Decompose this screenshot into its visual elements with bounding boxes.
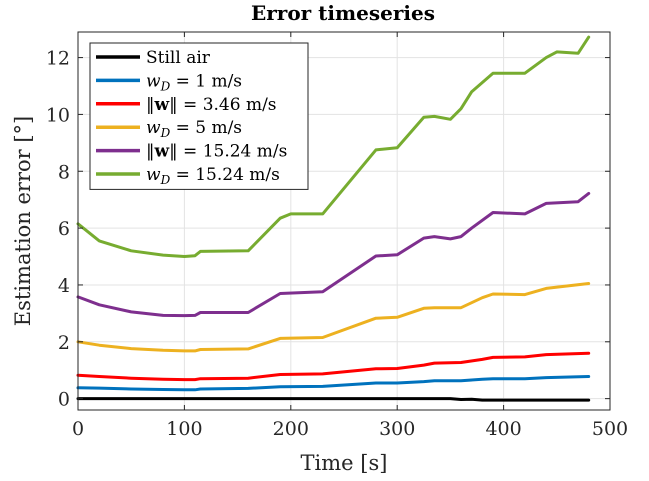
legend-entry: ‖w‖ = 15.24 m/s — [146, 142, 287, 162]
legend-entry: wD = 1 m/s — [146, 71, 242, 93]
series-line-2 — [76, 351, 591, 382]
x-tick-label: 400 — [485, 418, 521, 440]
y-tick-label: 12 — [46, 48, 70, 70]
series-line-1 — [76, 375, 591, 392]
legend-box — [89, 42, 309, 190]
plot-frame — [77, 31, 611, 411]
chart-title: Error timeseries — [251, 1, 435, 25]
x-tick-label: 300 — [379, 418, 415, 440]
legend-entry: Still air — [146, 48, 211, 68]
y-tick-label: 0 — [58, 389, 70, 411]
x-tick-label: 500 — [592, 418, 628, 440]
y-tick-label: 8 — [58, 161, 70, 183]
x-axis-label: Time [s] — [301, 451, 388, 475]
x-tick-label: 200 — [273, 418, 309, 440]
series-line-3 — [76, 282, 591, 353]
y-tick-label: 6 — [58, 218, 70, 240]
y-tick-label: 10 — [46, 104, 70, 126]
legend-entry: ‖w‖ = 3.46 m/s — [146, 95, 277, 115]
series-line-5 — [76, 35, 591, 258]
y-tick-label: 4 — [58, 275, 70, 297]
series-lines — [76, 35, 591, 402]
x-tick-label: 0 — [72, 418, 84, 440]
legend-entry: wD = 15.24 m/s — [146, 165, 280, 187]
axis-ticks: 0 100 200 300 400 500 0 2 4 6 8 10 12 — [46, 32, 628, 440]
y-axis-label: Estimation error [°] — [11, 116, 35, 326]
series-line-4 — [76, 191, 591, 318]
legend: Still air wD = 1 m/s‖w‖ = 3.46 m/s wD = 5 … — [89, 42, 309, 190]
series-line-0 — [76, 397, 591, 402]
x-tick-label: 100 — [166, 418, 202, 440]
y-tick-label: 2 — [58, 332, 70, 354]
legend-entry: wD = 5 m/s — [146, 118, 242, 140]
